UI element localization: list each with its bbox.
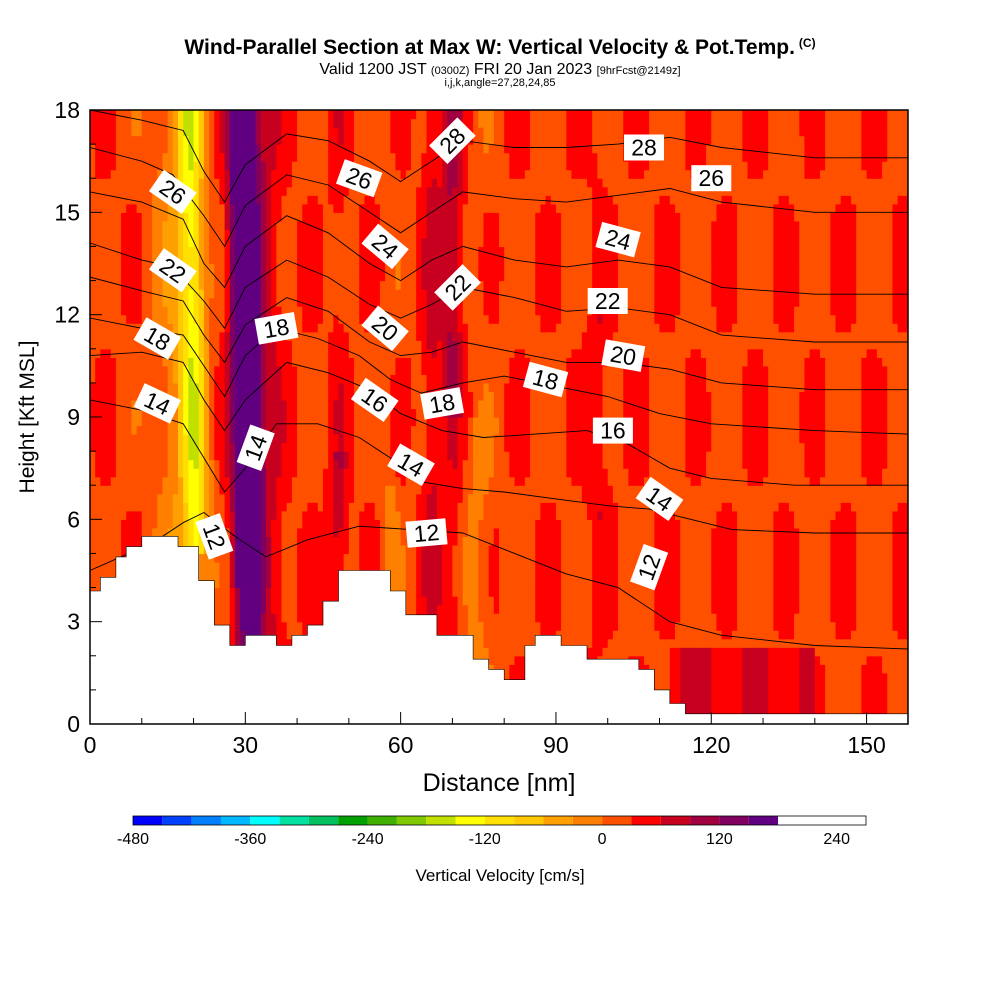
y-tick-label: 0 [67,711,80,737]
colorbar-swatch [250,816,280,825]
contour-label: 22 [434,264,481,311]
chart-subtitle: Valid 1200 JST (0300Z) FRI 20 Jan 2023 [… [319,61,681,78]
colorbar-swatch [484,816,515,825]
colorbar-swatch [426,816,456,825]
colorbar-swatch [279,816,309,825]
y-tick-label: 15 [54,199,80,225]
colorbar-tick-label: -120 [469,831,501,848]
colorbar-tick-label: 0 [598,831,607,848]
contour-label: 16 [592,417,633,444]
colorbar-swatch [338,816,368,825]
y-tick-label: 12 [54,302,80,328]
colorbar-swatch [514,816,544,825]
x-tick-label: 120 [692,732,730,758]
colorbar-swatch [162,816,192,825]
y-tick-label: 9 [67,404,80,430]
colorbar-tick-label: -480 [117,831,149,848]
colorbar-swatch [220,816,251,825]
colorbar-tick-label: 120 [706,831,733,848]
contour-label: 12 [405,518,448,548]
theta-contour-18 [90,317,908,435]
contour-label: 28 [624,134,664,161]
colorbar-swatch [748,816,779,825]
colorbar-tick-label: -240 [352,831,384,848]
theta-contour-24 [90,191,908,295]
contour-label: 18 [254,312,299,345]
colorbar-swatch [455,816,485,825]
colorbar-swatch [660,816,691,825]
x-tick-label: 60 [388,732,414,758]
x-tick-label: 150 [847,732,885,758]
copyright-mark: (C) [798,36,816,50]
theta-contour-26 [90,147,908,248]
colorbar: -480 -360 -240 -120 0 120 240 [117,815,867,848]
x-tick-label: 0 [84,732,97,758]
theta-contour-20 [90,276,908,391]
contour-label: 18 [522,361,569,398]
contour-label: 20 [601,339,646,372]
colorbar-swatch [719,816,749,825]
theta-contour-22 [90,242,908,343]
x-axis-label: Distance [nm] [423,769,576,797]
y-axis-label: Height [Kft MSL] [16,341,39,494]
colorbar-label: Vertical Velocity [cm/s] [415,866,584,885]
theta-contour-16 [90,351,908,486]
x-tick-label: 30 [233,732,259,758]
y-tick-label: 3 [67,609,80,635]
colorbar-swatch [572,816,603,825]
colorbar-swatch [308,816,339,825]
colorbar-swatch [367,816,397,825]
axes: 0 30 60 90 120 150 0 3 6 9 12 15 18 [54,97,885,758]
contour-label: 24 [595,221,641,258]
terrain-mask [90,536,908,724]
colorbar-swatch [543,816,573,825]
chart-title: Wind-Parallel Section at Max W: Vertical… [184,36,816,59]
theta-contour-28 [90,110,908,203]
colorbar-tick-label: 240 [823,831,850,848]
colorbar-swatch [396,816,427,825]
contour-label: 26 [691,165,732,192]
colorbar-swatch [602,816,632,825]
y-tick-label: 18 [54,97,80,123]
contour-label: 18 [420,387,465,420]
y-tick-label: 6 [67,506,80,532]
x-tick-label: 90 [543,732,569,758]
colorbar-swatch [133,816,163,825]
colorbar-tick-label: -360 [234,831,266,848]
colorbar-swatch [690,816,720,825]
chart-subtitle-indices: i,j,k,angle=27,28,24,85 [444,77,556,89]
colorbar-swatch [191,816,221,825]
contour-label: 22 [587,288,628,314]
colorbar-swatch [631,816,661,825]
contour-label: 26 [335,159,383,198]
contour-label: 12 [195,513,234,560]
